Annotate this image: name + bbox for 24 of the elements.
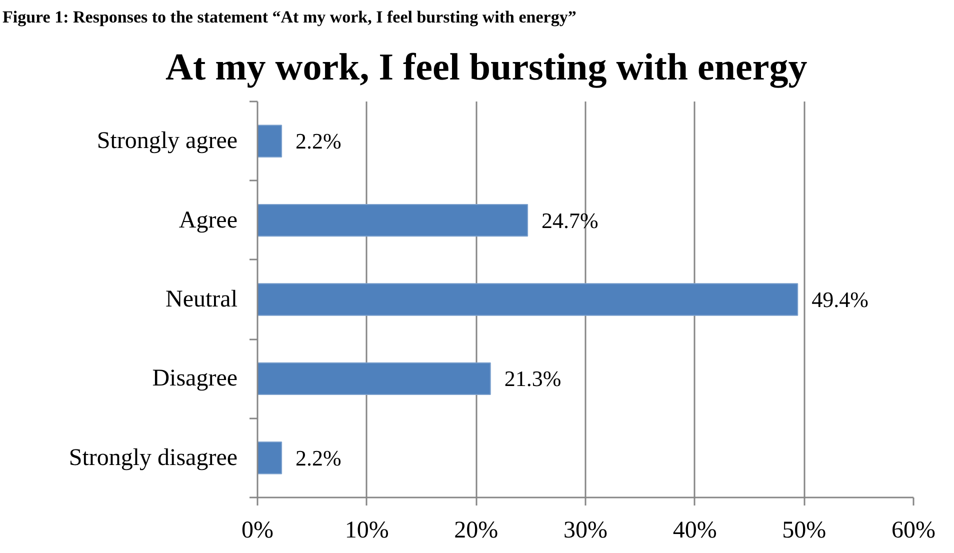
x-tick-label: 40%	[672, 518, 717, 544]
x-tick-label: 60%	[892, 518, 936, 544]
data-label: 21.3%	[504, 366, 562, 392]
data-label: 2.2%	[296, 128, 342, 154]
x-tick-label: 20%	[454, 518, 498, 544]
y-tick-label: Strongly agree	[96, 128, 238, 154]
bar	[258, 442, 282, 474]
y-tick-label: Neutral	[166, 286, 238, 312]
y-tick-label: Agree	[178, 207, 238, 234]
bar	[258, 362, 491, 396]
chart-title: At my work, I feel bursting with energy	[166, 46, 808, 88]
bar	[258, 283, 798, 316]
data-label: 24.7%	[542, 208, 598, 233]
y-tick-label: Strongly disagree	[68, 444, 238, 471]
bar	[258, 124, 282, 158]
x-tick-label: 0%	[242, 518, 274, 544]
data-label: 49.4%	[812, 287, 868, 312]
x-tick-label: 30%	[564, 518, 608, 544]
x-tick-label: 10%	[344, 518, 389, 544]
data-label: 2.2%	[296, 445, 342, 470]
bar	[258, 204, 528, 237]
x-tick-label: 50%	[782, 518, 826, 544]
y-tick-label: Disagree	[152, 366, 238, 392]
caption: Figure 1: Responses to the statement “At my work, I feel bursting with energy”	[2, 8, 576, 26]
